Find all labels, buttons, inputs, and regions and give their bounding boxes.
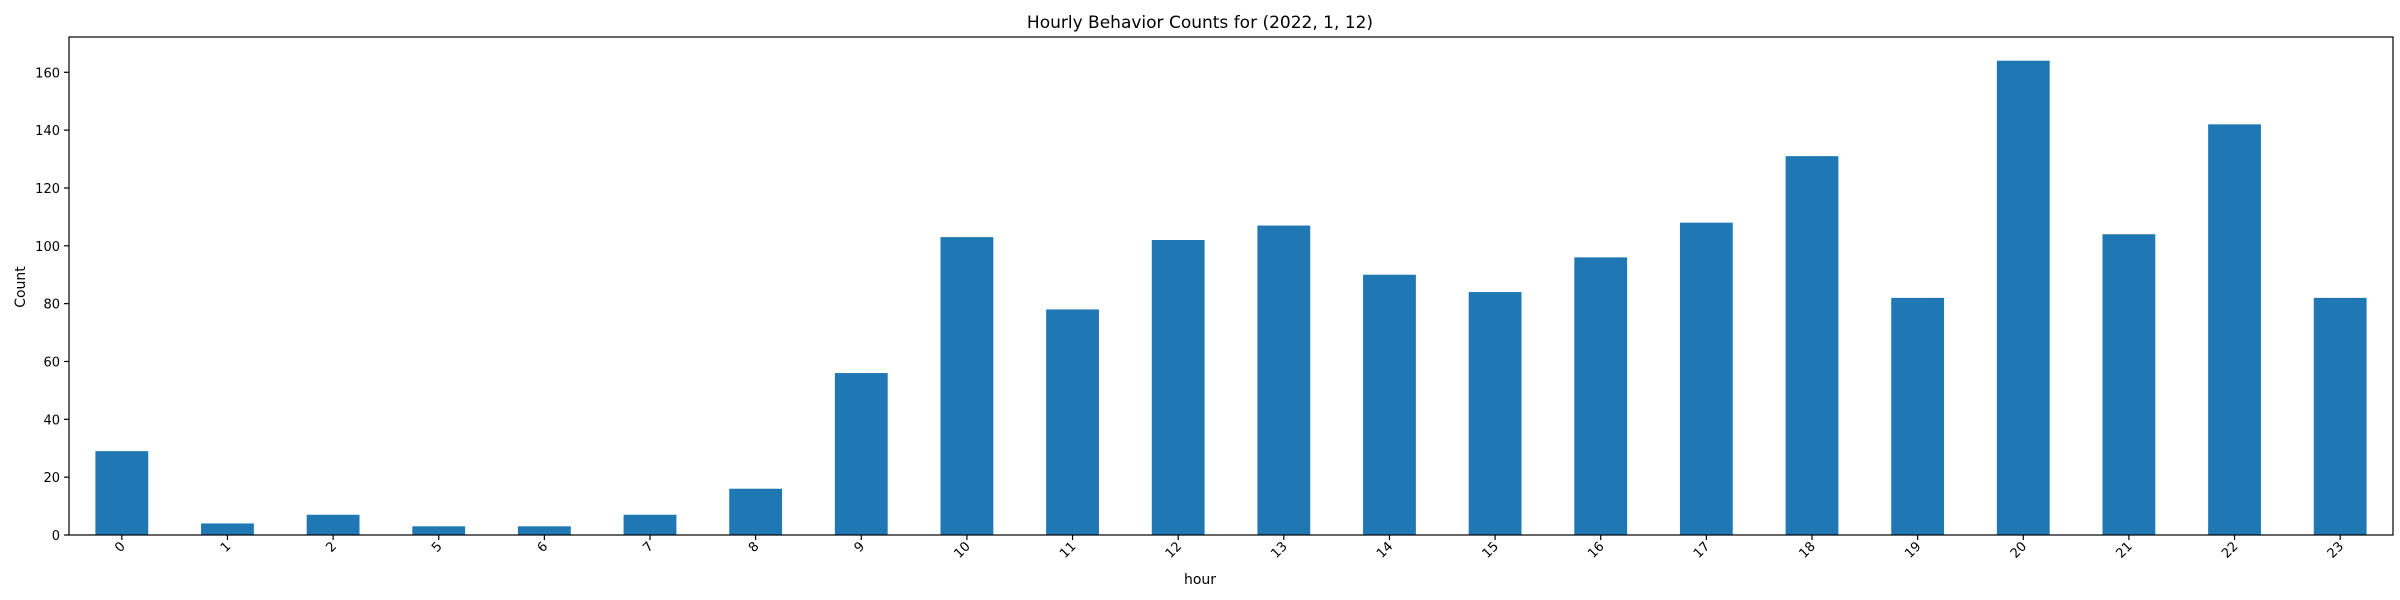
x-tick-label: 13 [1268, 539, 1290, 561]
x-tick-label: 12 [1163, 539, 1185, 561]
x-tick-label: 21 [2113, 539, 2135, 561]
bar-hour-12 [1151, 240, 1205, 535]
plot-area: 0 1 2 5 6 7 8 9 10 11 12 13 14 15 16 17 18 19 20 21 22 230204… [35, 36, 2394, 562]
bar-hour-8 [729, 488, 783, 535]
x-tick-label: 20 [2008, 539, 2030, 561]
bar-hour-18 [1785, 156, 1839, 535]
bar-hour-19 [1891, 297, 1945, 535]
bar-hour-14 [1363, 274, 1416, 535]
y-tick-label: 40 [43, 413, 60, 428]
x-tick-label: 19 [1902, 539, 1924, 561]
bar-hour-1 [201, 523, 254, 535]
bar-hour-17 [1679, 222, 1733, 536]
y-tick-label: 120 [35, 182, 60, 197]
x-tick-label: 0 [112, 539, 128, 555]
bar-hour-10 [940, 237, 994, 535]
x-tick-label: 11 [1057, 539, 1079, 561]
bar-hour-22 [2208, 124, 2261, 535]
x-tick-label: 1 [218, 539, 234, 555]
bar-hour-13 [1257, 225, 1311, 535]
x-tick-label: 6 [535, 539, 551, 555]
x-tick-label: 7 [640, 539, 656, 555]
y-tick-label: 80 [43, 298, 60, 313]
x-tick-label: 2 [323, 539, 339, 555]
x-tick-label: 10 [951, 539, 973, 561]
y-tick-label: 100 [35, 240, 60, 255]
bar-hour-11 [1046, 309, 1099, 535]
bar-hour-5 [412, 526, 466, 535]
x-tick-label: 22 [2219, 539, 2241, 561]
x-tick-label: 5 [429, 539, 445, 555]
bar-hour-16 [1574, 257, 1628, 535]
y-tick-label: 60 [43, 355, 60, 370]
x-tick-label: 16 [1585, 539, 1607, 561]
axes-frame [68, 36, 2394, 536]
x-tick-label: 14 [1374, 539, 1396, 561]
x-tick-label: 9 [852, 539, 868, 555]
x-tick-label: 15 [1480, 539, 1502, 561]
bar-hour-7 [623, 514, 677, 535]
y-tick-label: 160 [35, 66, 60, 81]
bar-hour-21 [2102, 234, 2156, 536]
y-tick-label: 20 [43, 471, 60, 486]
bar-hour-9 [834, 373, 888, 535]
chart-title: Hourly Behavior Counts for (2022, 1, 12) [1027, 13, 1373, 33]
bar-hour-6 [517, 526, 571, 535]
x-tick-label: 23 [2325, 539, 2347, 561]
bar-hour-0 [95, 451, 149, 535]
x-tick-label: 17 [1691, 539, 1713, 561]
bar-hour-15 [1468, 292, 1522, 535]
x-tick-label: 18 [1797, 539, 1819, 561]
y-axis-label: Count [13, 266, 29, 308]
x-axis-label: hour [1184, 572, 1216, 588]
y-tick-label: 0 [52, 529, 60, 544]
x-tick-label: 8 [746, 539, 762, 555]
bar-hour-23 [2313, 297, 2367, 535]
bar-hour-20 [1996, 60, 2050, 536]
bar-hour-2 [306, 514, 360, 535]
y-tick-label: 140 [35, 124, 60, 139]
